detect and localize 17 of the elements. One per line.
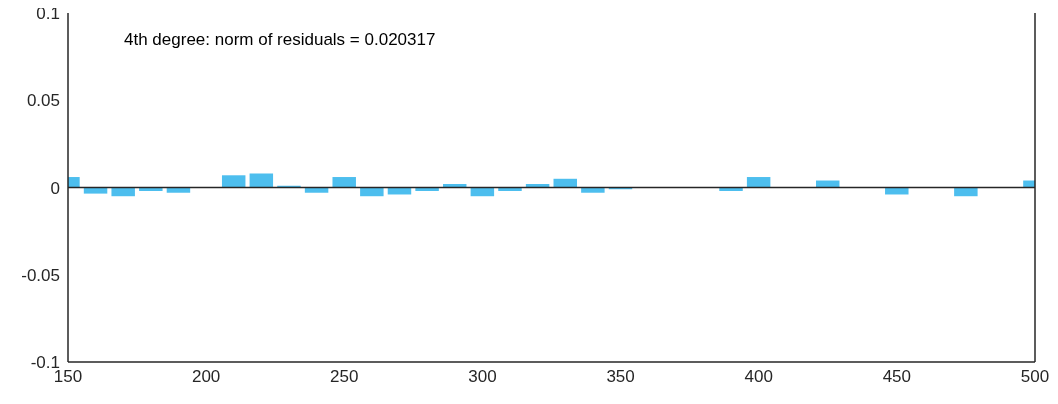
bar [221,175,246,188]
x-tick-label: 300 [468,367,497,387]
x-tick-label: 400 [744,367,773,387]
y-tick-label: -0.05 [21,265,60,285]
x-tick-label: 450 [882,367,912,387]
annotation: 4th degree: norm of residuals = 0.020317 [124,30,436,50]
x-tick-label: 350 [606,367,635,387]
x-tick-label: 200 [191,367,221,387]
bar [746,177,771,188]
x-tick-label: 150 [53,367,83,387]
bar [249,173,274,188]
x-tick-label: 250 [330,367,359,387]
bar [332,177,356,188]
y-tick-label: 0.05 [26,91,60,111]
y-tick-label: 0.1 [36,4,60,24]
y-tick-label: 0 [50,178,60,198]
x-tick-label: 500 [1020,367,1050,387]
